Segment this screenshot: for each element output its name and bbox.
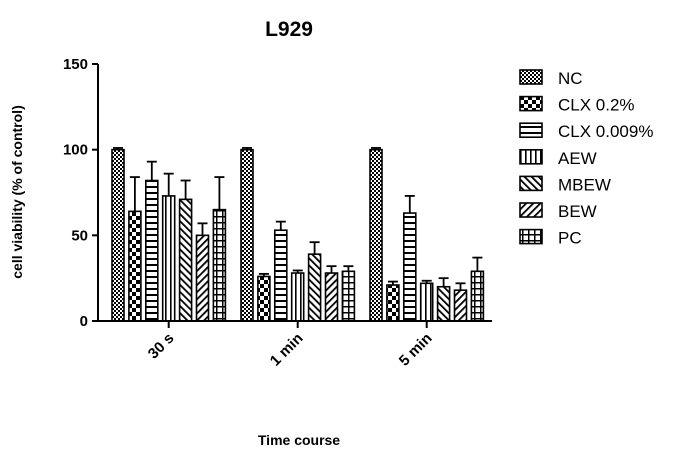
legend-swatch bbox=[519, 149, 543, 165]
bar bbox=[161, 195, 176, 322]
legend-swatch bbox=[519, 69, 543, 85]
chart-title: L929 bbox=[265, 18, 313, 41]
bar bbox=[436, 285, 451, 322]
legend-label: PC bbox=[558, 229, 582, 248]
legend-swatch bbox=[519, 95, 543, 112]
legend-label: CLX 0.2% bbox=[558, 96, 635, 115]
bar bbox=[386, 284, 400, 322]
bar bbox=[453, 289, 468, 322]
legend-swatch bbox=[519, 228, 543, 245]
bar bbox=[470, 270, 485, 322]
bar bbox=[341, 270, 356, 322]
legend-label: AEW bbox=[558, 149, 597, 168]
bar bbox=[307, 253, 322, 322]
y-tick-label: 0 bbox=[80, 313, 88, 330]
bar bbox=[111, 148, 125, 322]
legend-label: NC bbox=[558, 69, 583, 88]
legend-swatch bbox=[519, 202, 543, 218]
bar bbox=[402, 212, 417, 322]
bar bbox=[128, 210, 142, 322]
legend: NC CLX 0.2% CLX 0.009% AEW MBEW BEW PC bbox=[519, 69, 653, 248]
y-tick-label: 50 bbox=[71, 227, 88, 244]
legend-label: BEW bbox=[558, 202, 597, 221]
x-axis-title: Time course bbox=[258, 432, 340, 448]
y-axis-title: cell viability (% of control) bbox=[9, 105, 25, 278]
legend-swatch bbox=[519, 175, 543, 192]
bar bbox=[195, 234, 210, 322]
bar bbox=[178, 198, 193, 322]
y-tick-label: 100 bbox=[63, 142, 88, 159]
x-tick-label: 5 min bbox=[396, 330, 436, 370]
y-tick-label: 150 bbox=[63, 56, 88, 73]
bar bbox=[212, 208, 227, 322]
x-tick-label: 1 min bbox=[267, 330, 307, 370]
bar bbox=[273, 229, 288, 322]
bar bbox=[240, 148, 254, 322]
bar bbox=[290, 272, 305, 322]
legend-label: MBEW bbox=[558, 175, 611, 194]
bar bbox=[324, 272, 339, 322]
bar bbox=[419, 282, 434, 322]
bar bbox=[369, 148, 383, 322]
x-tick-label: 30 s bbox=[145, 330, 178, 363]
bar bbox=[145, 179, 159, 322]
legend-swatch bbox=[519, 122, 543, 138]
bar bbox=[257, 275, 271, 322]
legend-label: CLX 0.009% bbox=[558, 122, 653, 141]
plot-area: 0 50 100 150 30 s 1 min 5 min bbox=[63, 56, 492, 370]
